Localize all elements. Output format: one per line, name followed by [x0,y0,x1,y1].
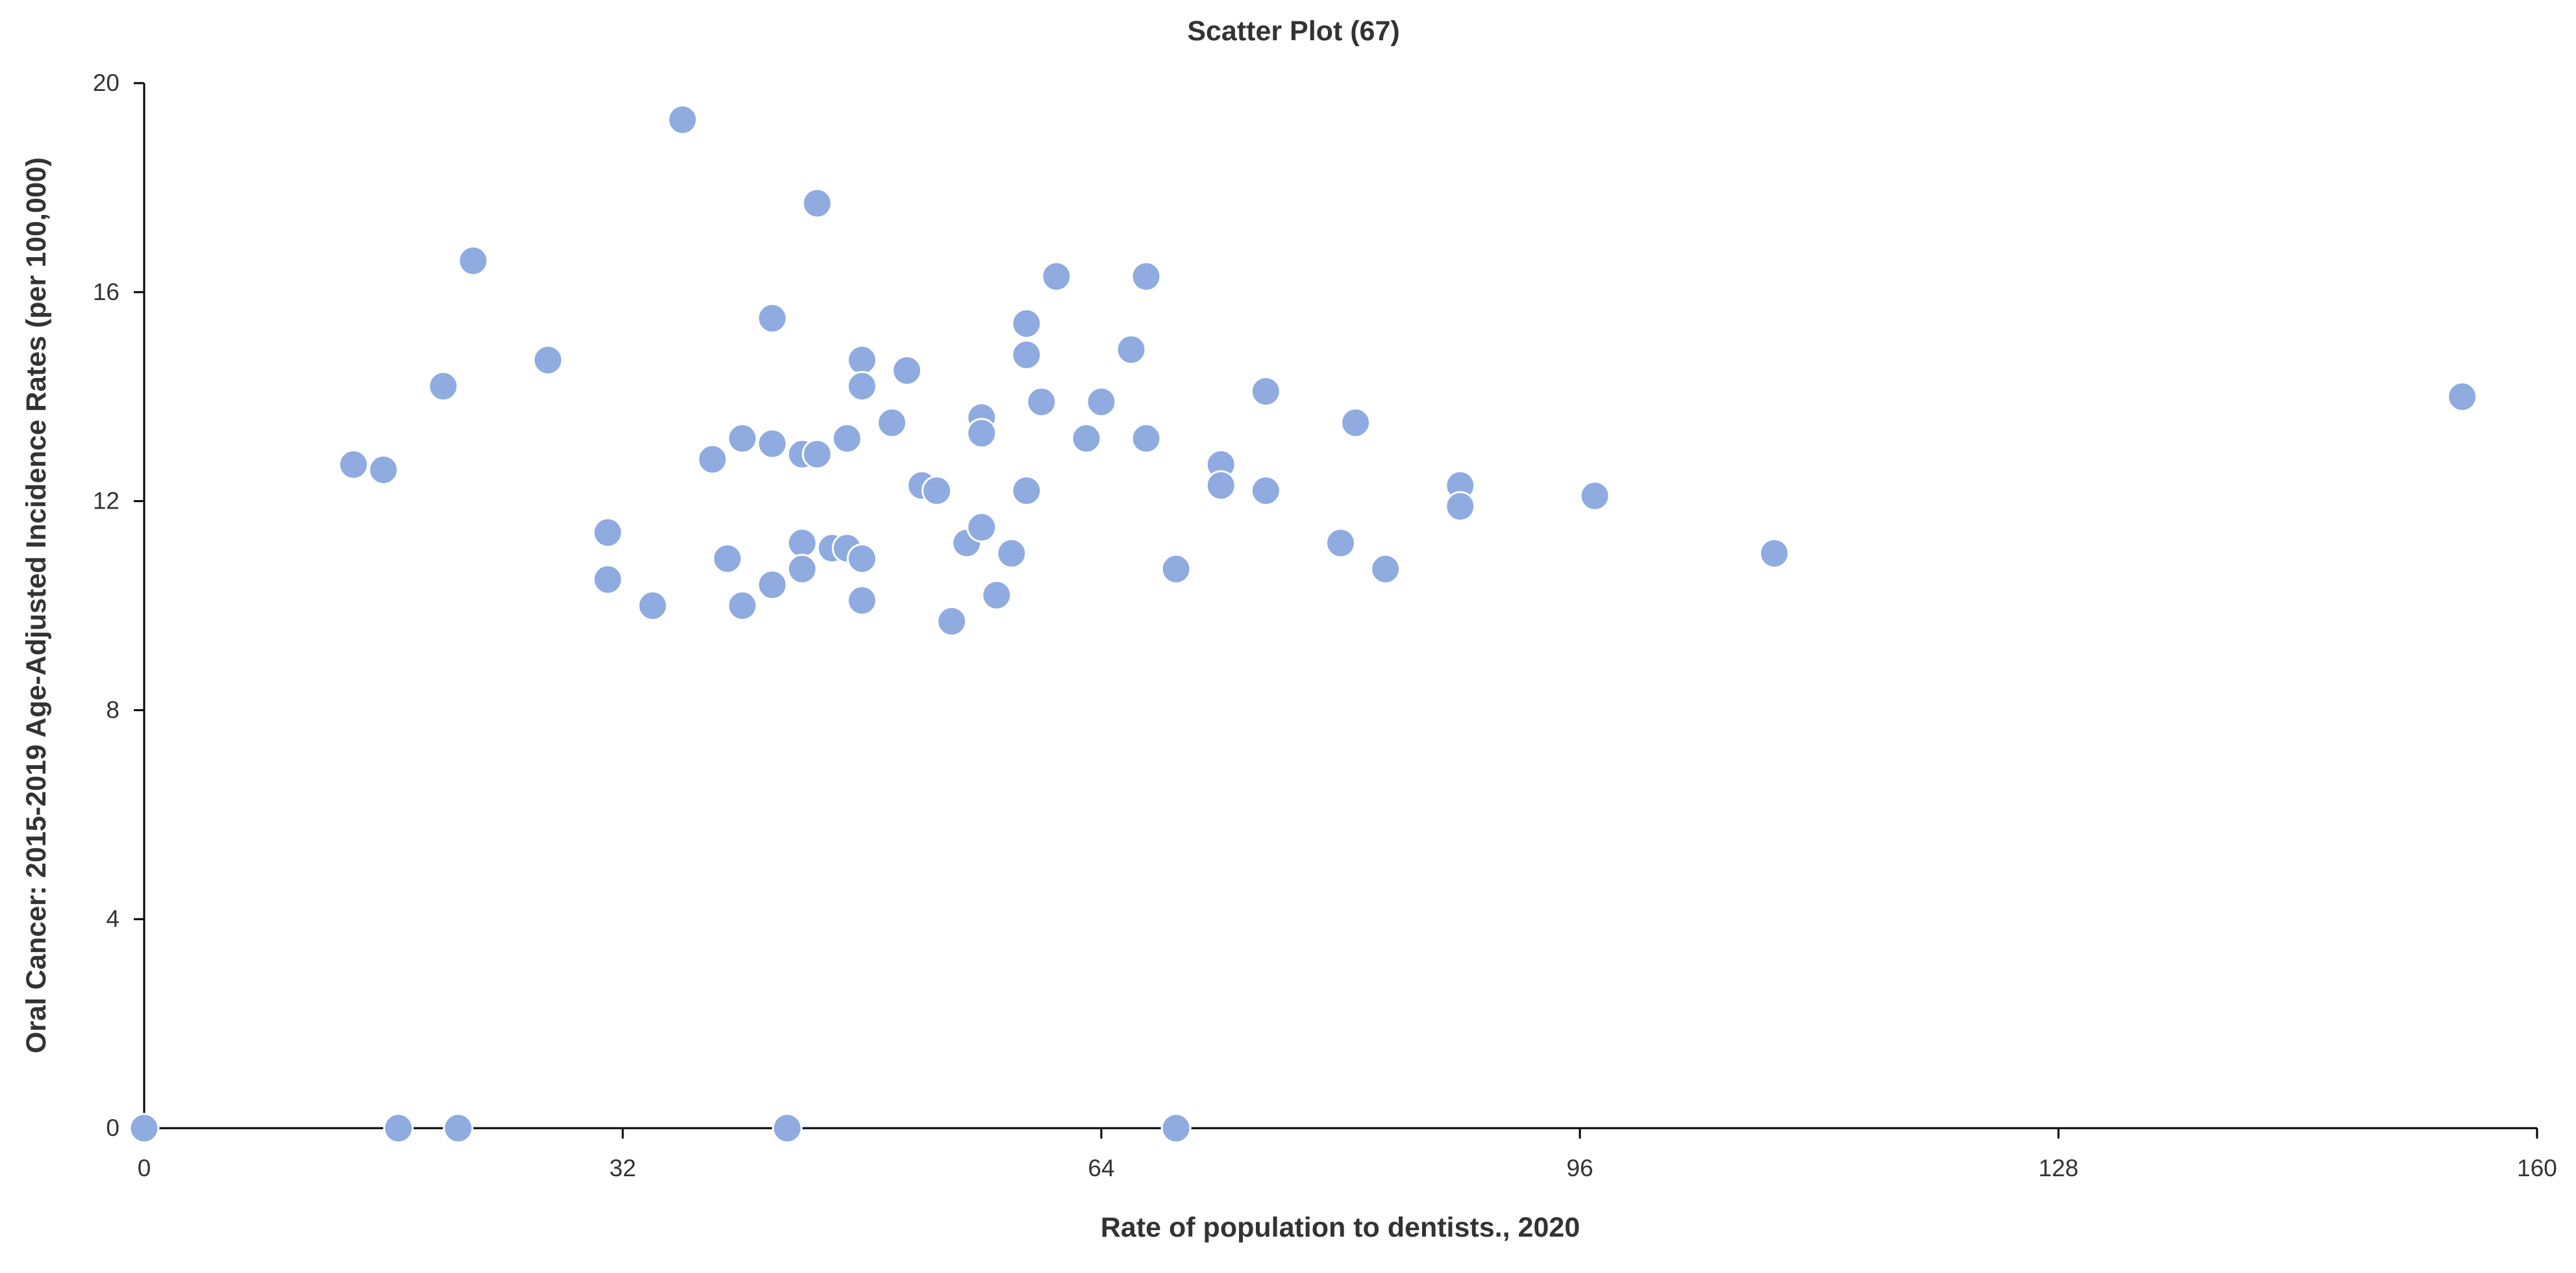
data-point[interactable] [831,423,862,454]
y-tick-label: 16 [93,279,119,305]
data-point[interactable] [1011,308,1042,339]
y-tick-label: 12 [93,488,119,514]
data-point[interactable] [1160,553,1192,585]
data-point[interactable] [443,1113,474,1144]
data-point[interactable] [801,438,832,470]
data-point[interactable] [847,543,877,574]
x-tick-label: 64 [1088,1155,1114,1181]
x-tick-label: 32 [609,1155,636,1181]
data-point[interactable] [981,579,1012,611]
y-tick-label: 4 [106,905,119,932]
data-point[interactable] [771,1113,803,1144]
data-point[interactable] [786,527,818,559]
data-point[interactable] [936,606,968,637]
data-point[interactable] [996,538,1027,569]
data-points [129,104,2478,1144]
data-point[interactable] [1116,334,1147,365]
data-point[interactable] [592,517,623,548]
data-point[interactable] [847,585,877,616]
data-point[interactable] [1026,386,1057,418]
data-point[interactable] [1160,1113,1192,1144]
x-tick-label: 160 [2517,1155,2557,1181]
data-point[interactable] [1071,423,1102,454]
data-point[interactable] [757,428,788,459]
data-point[interactable] [667,104,698,135]
data-point[interactable] [383,1113,414,1144]
data-point[interactable] [966,512,997,543]
data-point[interactable] [1250,475,1281,507]
data-point[interactable] [727,423,758,454]
data-point[interactable] [2447,381,2478,412]
data-point[interactable] [801,188,832,219]
x-tick-label: 128 [2038,1155,2079,1181]
data-point[interactable] [697,444,728,475]
data-point[interactable] [1086,386,1117,418]
data-point[interactable] [757,303,788,334]
data-point[interactable] [712,543,743,574]
data-point[interactable] [1250,376,1281,407]
data-point[interactable] [757,569,788,600]
data-point[interactable] [592,564,623,595]
data-point[interactable] [1370,553,1401,585]
data-point[interactable] [1205,470,1236,501]
y-axis-title: Oral Cancer: 2015-2019 Age-Adjusted Inci… [21,157,52,1053]
data-point[interactable] [1131,423,1162,454]
data-point[interactable] [1445,491,1476,522]
y-tick-label: 0 [106,1115,119,1141]
data-point[interactable] [1325,527,1356,559]
x-tick-label: 0 [138,1155,151,1181]
data-point[interactable] [368,454,399,485]
data-point[interactable] [428,371,459,402]
data-point[interactable] [1579,481,1610,512]
chart-title: Scatter Plot (67) [1187,16,1399,47]
x-tick-label: 96 [1566,1155,1593,1181]
data-point[interactable] [129,1113,160,1144]
data-point[interactable] [892,355,923,386]
data-point[interactable] [1131,261,1162,292]
data-point[interactable] [637,590,668,621]
data-point[interactable] [1011,475,1042,507]
data-point[interactable] [727,590,758,621]
x-ticks: 0 32 64 96 128 160 [138,1128,2557,1181]
data-point[interactable] [966,418,997,449]
y-tick-label: 8 [106,696,119,723]
data-point[interactable] [847,344,877,375]
data-point[interactable] [921,475,953,507]
data-point[interactable] [1011,339,1042,370]
data-point[interactable] [786,553,818,585]
data-point[interactable] [847,371,877,402]
data-point[interactable] [1758,538,1790,569]
y-tick-label: 20 [93,69,119,96]
data-point[interactable] [1340,407,1371,438]
data-point[interactable] [458,246,489,277]
data-point[interactable] [1041,261,1072,292]
y-ticks: 0 4 8 12 16 20 [93,69,144,1141]
data-point[interactable] [877,407,908,438]
data-point[interactable] [532,344,564,375]
data-point[interactable] [338,449,369,480]
x-axis-title: Rate of population to dentists., 2020 [1101,1212,1580,1243]
